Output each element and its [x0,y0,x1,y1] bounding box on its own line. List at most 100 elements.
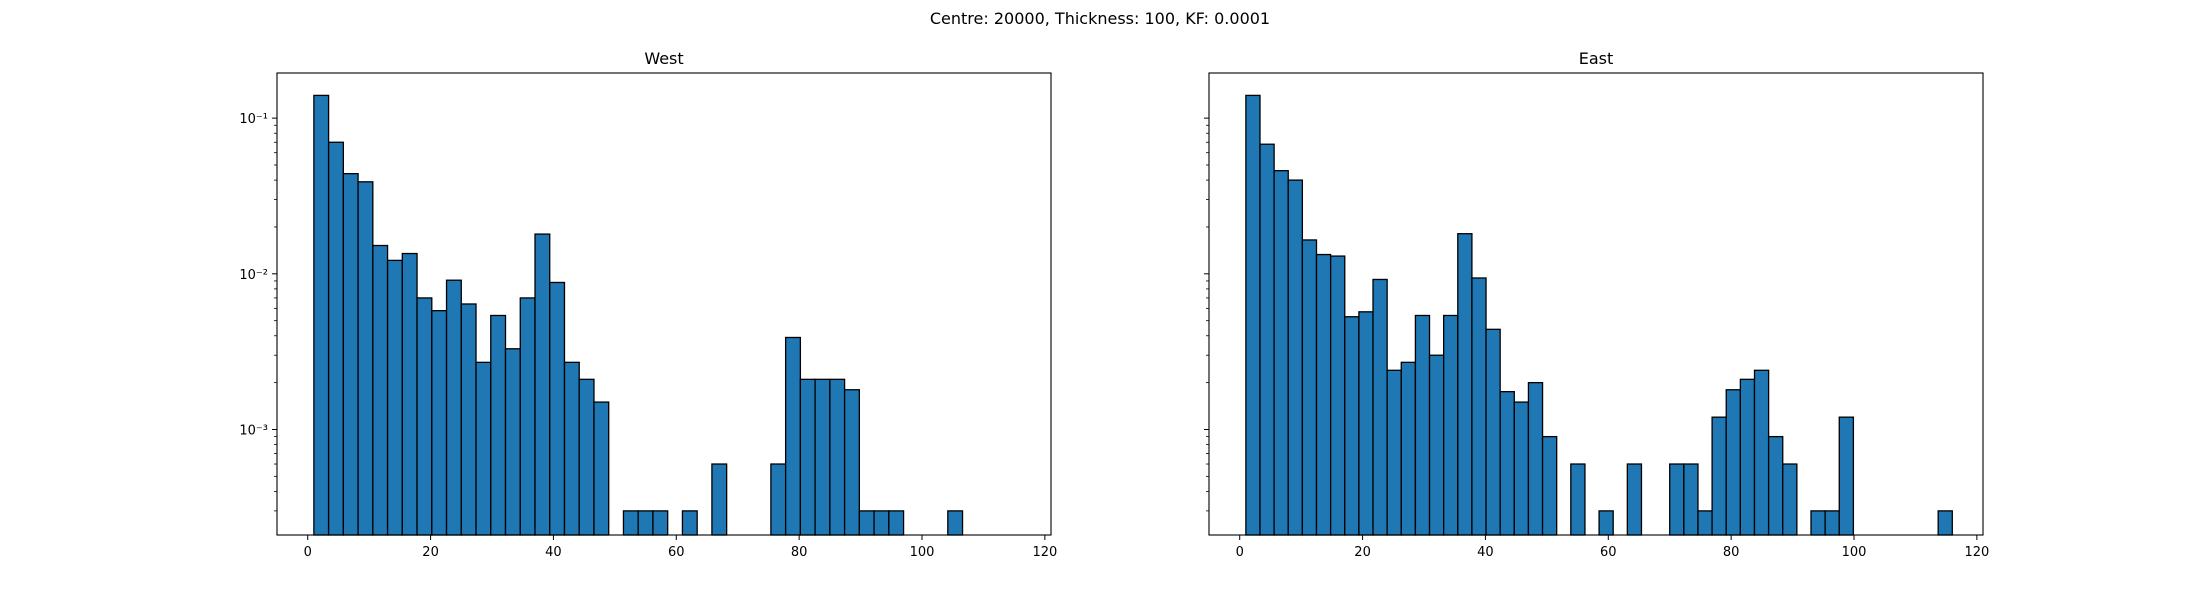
west-bar [814,378,831,536]
west-y-tick-label: 10⁻³ [239,423,268,438]
west-x-tick-label: 120 [1032,545,1057,560]
west-bar [681,510,698,536]
west-bar [327,141,344,536]
west-bar [386,259,403,536]
west-bar [784,336,802,536]
east-x-tick-label: 80 [1723,545,1740,560]
west-bar [858,510,875,536]
west-bar [593,401,610,536]
west-bar [549,281,566,536]
west-bar [843,389,860,536]
east-bar [1358,311,1374,536]
east-bar [1937,510,1953,536]
east-bar [1315,253,1332,536]
east-bar [1824,510,1840,536]
east-bar [1767,435,1784,536]
west-bar [563,361,580,536]
east-x-tick-label: 40 [1477,545,1494,560]
west-bar [519,297,536,536]
east-x-tick-label: 100 [1842,545,1867,560]
west-bar [947,510,964,536]
west-bar [578,378,595,536]
west-bar [416,297,433,536]
east-bar [1428,354,1445,536]
west-bar [313,94,330,536]
east-bar [1541,435,1558,536]
west-bar [799,378,816,536]
west-panel: West 0 20 40 60 80 100 120 10⁻³ 10⁻² 10⁻¹ [239,49,1057,560]
west-bar [357,181,374,536]
west-bar [431,309,448,536]
west-x-tick-label: 20 [422,545,439,560]
east-bar [1273,169,1289,536]
east-bar [1499,391,1515,536]
west-bar [770,463,787,536]
west-x-tick-label: 100 [910,545,935,560]
east-bar [1344,316,1360,536]
west-bar [873,510,890,536]
west-x-tick-label: 0 [304,545,312,560]
east-x-tick-label: 120 [1964,545,1989,560]
east-bar [1725,389,1742,536]
east-bar [1626,463,1643,536]
west-bar [637,510,654,536]
west-bar [534,233,551,536]
east-bar [1372,278,1388,536]
east-bars [1245,94,1953,536]
west-axes-frame [276,72,1052,536]
east-bar [1753,369,1770,536]
west-bar [460,303,477,536]
east-axes-frame [1208,72,1984,536]
east-bar [1414,314,1431,536]
west-panel-title: West [644,49,683,68]
west-bar [445,279,462,536]
east-panel: East 0 20 40 60 80 100 120 [1204,49,1989,560]
east-bar [1838,416,1855,536]
figure-suptitle: Centre: 20000, Thickness: 100, KF: 0.000… [930,9,1270,28]
east-bar [1386,369,1402,536]
west-y-tick-label: 10⁻² [239,268,268,283]
east-bar [1711,416,1727,536]
east-bar [1782,463,1798,536]
west-bar [342,172,359,536]
west-bar [504,348,521,536]
west-bar [475,361,492,536]
west-bars [313,94,964,536]
west-x-tick-label: 60 [668,545,685,560]
east-panel-title: East [1579,49,1614,68]
west-bar [652,510,669,536]
east-bar [1471,277,1487,536]
west-bar [490,314,507,536]
west-bar [622,510,639,536]
east-bar [1598,510,1614,536]
east-bar [1287,179,1304,536]
west-x-tick-label: 40 [545,545,562,560]
west-bar [829,378,846,536]
east-bar [1400,361,1417,536]
east-bar [1329,255,1346,536]
east-bar [1570,463,1586,536]
west-bar [401,252,418,536]
east-x-tick-label: 60 [1600,545,1617,560]
west-bar [372,244,389,536]
west-bar [711,463,728,536]
west-bar [888,510,905,536]
east-x-tick-label: 20 [1354,545,1371,560]
east-bar [1301,239,1318,536]
east-bar [1810,510,1826,536]
east-bar [1443,314,1459,536]
east-x-tick-label: 0 [1236,545,1244,560]
east-bar [1245,94,1261,536]
east-bar [1739,378,1756,536]
east-bar [1527,381,1544,536]
east-bar [1457,233,1473,536]
east-bar [1669,463,1685,536]
east-bar [1259,143,1275,536]
west-x-tick-label: 80 [791,545,808,560]
east-bar [1697,510,1713,536]
east-bar [1485,328,1501,536]
west-y-tick-label: 10⁻¹ [239,112,268,127]
east-bar [1683,463,1699,536]
east-bar [1513,401,1530,536]
